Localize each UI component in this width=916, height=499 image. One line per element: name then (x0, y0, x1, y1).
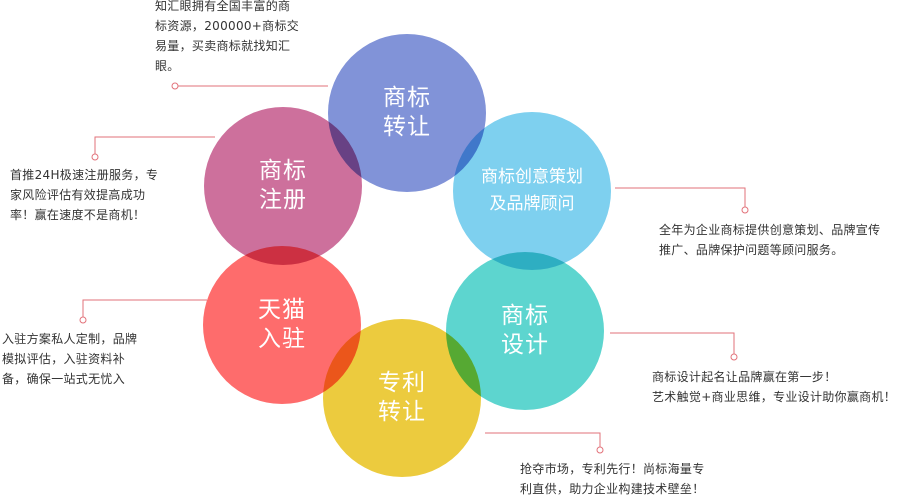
trademark-transfer-description: 知汇眼拥有全国丰富的商 标资源，200000+商标交 易量，买卖商标就找知汇 眼… (155, 0, 300, 73)
patent-transfer-label: 专利 转让 (378, 370, 426, 425)
connector-end-dot (79, 316, 87, 324)
trademark-register-circle[interactable]: 商标 注册 (204, 107, 362, 265)
connector-end-dot (730, 353, 738, 361)
connector-end-dot (171, 82, 179, 90)
patent-transfer-connector (485, 432, 601, 448)
connector-end-dot (741, 206, 749, 214)
trademark-design-description: 商标设计起名让品牌赢在第一步！ 艺术触觉+商业思维，专业设计助你赢商机！ (652, 370, 897, 404)
creative-planning-circle[interactable]: 商标创意策划 及品牌顾问 (453, 112, 611, 270)
patent-transfer-description: 抢夺市场，专利先行！尚标海量专 利直供，助力企业构建技术壁垒！ (520, 462, 705, 496)
connector-end-dot (596, 446, 604, 454)
tmall-entry-circle[interactable]: 天猫 入驻 (203, 246, 361, 404)
tmall-entry-label: 天猫 入驻 (258, 297, 306, 352)
trademark-design-label: 商标 设计 (501, 303, 549, 358)
creative-planning-description: 全年为企业商标提供创意策划、品牌宣传 推广、品牌保护问题等顾问服务。 (659, 223, 881, 257)
trademark-register-description: 首推24H极速注册服务，专 家风险评估有效提高成功 率！赢在速度不是商机！ (10, 168, 159, 222)
trademark-register-connector (94, 136, 215, 155)
connector-end-dot (91, 153, 99, 161)
creative-planning-connector (615, 187, 746, 208)
tmall-entry-connector (82, 299, 207, 318)
creative-planning-label: 商标创意策划 及品牌顾问 (481, 167, 583, 214)
trademark-transfer-label: 商标 转让 (383, 85, 431, 140)
trademark-design-connector (610, 332, 735, 355)
tmall-entry-description: 入驻方案私人定制，品牌 模拟评估，入驻资料补 备，确保一站式无忧入 (2, 332, 138, 386)
trademark-register-label: 商标 注册 (259, 158, 307, 213)
patent-transfer-circle[interactable]: 专利 转让 (323, 319, 481, 477)
